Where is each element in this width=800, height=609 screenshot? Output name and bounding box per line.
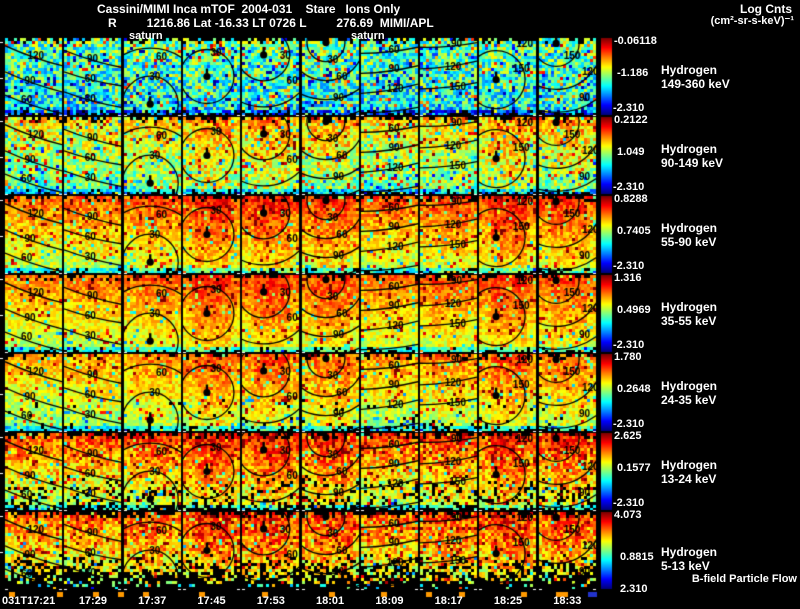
time-tick-label: 18:17 — [434, 595, 463, 607]
colorbar-min-label: -2.310 — [613, 339, 645, 351]
row-species-label: Hydrogen — [661, 221, 718, 235]
row-energy-label: 13-24 keV — [661, 472, 717, 486]
time-tick-label: 18:01 — [316, 595, 345, 607]
row-energy-label: 90-149 keV — [661, 156, 724, 170]
colorbar-mid-label: 0.4969 — [617, 304, 651, 316]
colorbar-mid-label: 0.7405 — [617, 225, 651, 237]
colorbar-min-label: -2.310 — [613, 102, 645, 114]
time-tick-label: 17:29 — [78, 595, 107, 607]
saturn-annotation: saturn — [351, 30, 385, 42]
colorbar-mid-label: 0.8815 — [620, 551, 654, 563]
colorbar-units-title: Log Cnts — [740, 2, 792, 16]
time-tick-label: 18:33 — [553, 595, 582, 607]
colorbar-min-label: 2.310 — [620, 583, 648, 595]
colorbar-min-label: -2.310 — [613, 418, 645, 430]
colorbar-min-label: -2.310 — [613, 497, 645, 509]
row-species-label: Hydrogen — [661, 458, 718, 472]
saturn-annotation: saturn — [129, 30, 163, 42]
colorbar-min-label: -2.310 — [613, 260, 645, 272]
colorbar-max-label: 2.625 — [614, 430, 642, 442]
row-energy-label: 149-360 keV — [661, 77, 730, 91]
time-tick-label: 17:37 — [138, 595, 167, 607]
time-tick-label: 17:53 — [256, 595, 285, 607]
row-species-label: Hydrogen — [661, 379, 718, 393]
colorbar-mid-label: 0.2648 — [617, 383, 651, 395]
time-tick-label: 031T17:21 — [2, 595, 56, 607]
colorbar-max-label: -0.06118 — [614, 35, 657, 47]
row-species-label: Hydrogen — [661, 142, 718, 156]
row-energy-label: 35-55 keV — [661, 314, 717, 328]
row-species-label: Hydrogen — [661, 545, 718, 559]
colorbar-max-label: 4.073 — [614, 509, 642, 521]
row-energy-label: 55-90 keV — [661, 235, 717, 249]
ephemeris-line: R 1216.86 Lat -16.33 LT 0726 L 276.69 MI… — [108, 16, 434, 30]
row-energy-label: 24-35 keV — [661, 393, 717, 407]
page-title: Cassini/MIMI Inca mTOF 2004-031 Stare Io… — [97, 2, 401, 16]
colorbar-mid-label: -1.186 — [617, 67, 649, 79]
row-species-label: Hydrogen — [661, 63, 718, 77]
colorbar-max-label: 0.2122 — [614, 114, 648, 126]
bfield-flow-label: B-field Particle Flow — [691, 573, 797, 585]
colorbar-min-label: -2.310 — [613, 181, 645, 193]
colorbar-max-label: 1.316 — [614, 272, 642, 284]
colorbar-max-label: 0.8288 — [614, 193, 648, 205]
colorbar-max-label: 1.780 — [614, 351, 642, 363]
row-species-label: Hydrogen — [661, 300, 718, 314]
time-tick-label: 18:09 — [375, 595, 404, 607]
time-tick-label: 18:25 — [493, 595, 523, 607]
colorbar-mid-label: 0.1577 — [617, 462, 651, 474]
time-tick-label: 17:45 — [197, 595, 226, 607]
colorbar-mid-label: 1.049 — [617, 146, 645, 158]
row-energy-label: 5-13 keV — [661, 559, 710, 573]
colorbar-units-formula: (cm²-sr-s-keV)⁻¹ — [710, 15, 794, 27]
